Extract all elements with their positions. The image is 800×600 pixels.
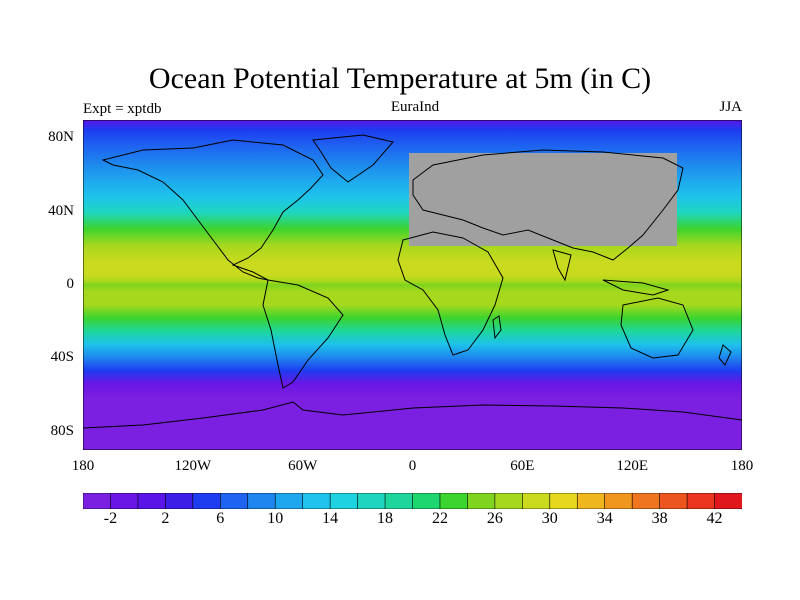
lat-tick-label: 40N	[48, 202, 74, 219]
lat-tick-label: 80S	[50, 422, 74, 439]
map-panel	[82, 119, 743, 451]
colorbar-label: 10	[267, 510, 284, 527]
colorbar-swatch	[467, 492, 496, 510]
lon-tick-label: 120W	[174, 458, 212, 474]
coast-antarctica	[82, 401, 743, 429]
experiment-label: Expt = xptdb	[83, 101, 162, 117]
masked-region	[409, 153, 677, 246]
coast-madagascar	[492, 315, 502, 340]
colorbar-swatch	[165, 492, 194, 510]
colorbar-swatch	[219, 492, 249, 510]
colorbar-swatch	[357, 492, 386, 510]
colorbar-label: 26	[486, 510, 503, 527]
colorbar-swatch	[604, 492, 633, 510]
colorbar-label: 22	[431, 510, 448, 527]
lon-tick-label: 60E	[510, 458, 535, 474]
colorbar-swatch	[631, 492, 661, 510]
coast-north-america	[101, 139, 324, 281]
lon-tick-label: 60W	[288, 458, 318, 474]
colorbar-swatches	[82, 492, 743, 510]
colorbar-swatch	[549, 492, 579, 510]
colorbar-swatch	[329, 492, 359, 510]
colorbar-label: 42	[706, 510, 723, 527]
colorbar-swatch	[110, 492, 139, 510]
colorbar-swatch	[247, 492, 277, 510]
coast-south-america	[262, 279, 344, 389]
lon-tick-label: 120E	[616, 458, 648, 474]
coast-australia	[620, 297, 694, 359]
colorbar-swatch	[494, 492, 524, 510]
region-label: EuraInd	[390, 99, 440, 115]
colorbar-swatch	[412, 492, 441, 510]
colorbar-swatch	[192, 492, 222, 510]
lat-tick-label: 0	[66, 276, 75, 292]
colorbar-label: 2	[161, 510, 170, 527]
colorbar-label: 38	[651, 510, 668, 527]
colorbar-swatch	[137, 492, 167, 510]
coast-greenland	[312, 134, 394, 183]
lat-tick-label: 40S	[50, 349, 74, 366]
colorbar-swatch	[439, 492, 469, 510]
lon-tick-label: 0	[408, 458, 417, 474]
colorbar-swatch	[274, 492, 304, 510]
lon-tick-label: 180	[730, 458, 754, 474]
map-title: Ocean Potential Temperature at 5m (in C)	[148, 62, 652, 95]
colorbar-swatch	[384, 492, 414, 510]
coastlines	[82, 134, 743, 429]
colorbar-swatch	[82, 492, 112, 510]
colorbar-swatch	[576, 492, 606, 510]
colorbar-swatch	[302, 492, 331, 510]
colorbar-swatch	[714, 492, 743, 510]
lon-tick-label: 180	[71, 458, 95, 474]
temperature-map	[82, 119, 743, 451]
coast-eurasia	[412, 149, 684, 261]
coast-india	[552, 249, 572, 282]
coast-africa	[397, 231, 504, 356]
colorbar-label: -2	[103, 510, 118, 527]
coast-indonesia	[602, 279, 670, 296]
coast-new-zealand	[718, 344, 732, 366]
colorbar-label: 34	[596, 510, 613, 527]
colorbar-swatch	[522, 492, 551, 510]
colorbar	[82, 492, 743, 510]
season-label: JJA	[719, 99, 742, 115]
colorbar-label: 14	[322, 510, 339, 527]
colorbar-label: 6	[216, 510, 225, 527]
colorbar-label: 18	[377, 510, 394, 527]
lat-tick-label: 80N	[48, 129, 74, 146]
colorbar-swatch	[686, 492, 716, 510]
colorbar-label: 30	[541, 510, 558, 527]
colorbar-swatch	[659, 492, 688, 510]
